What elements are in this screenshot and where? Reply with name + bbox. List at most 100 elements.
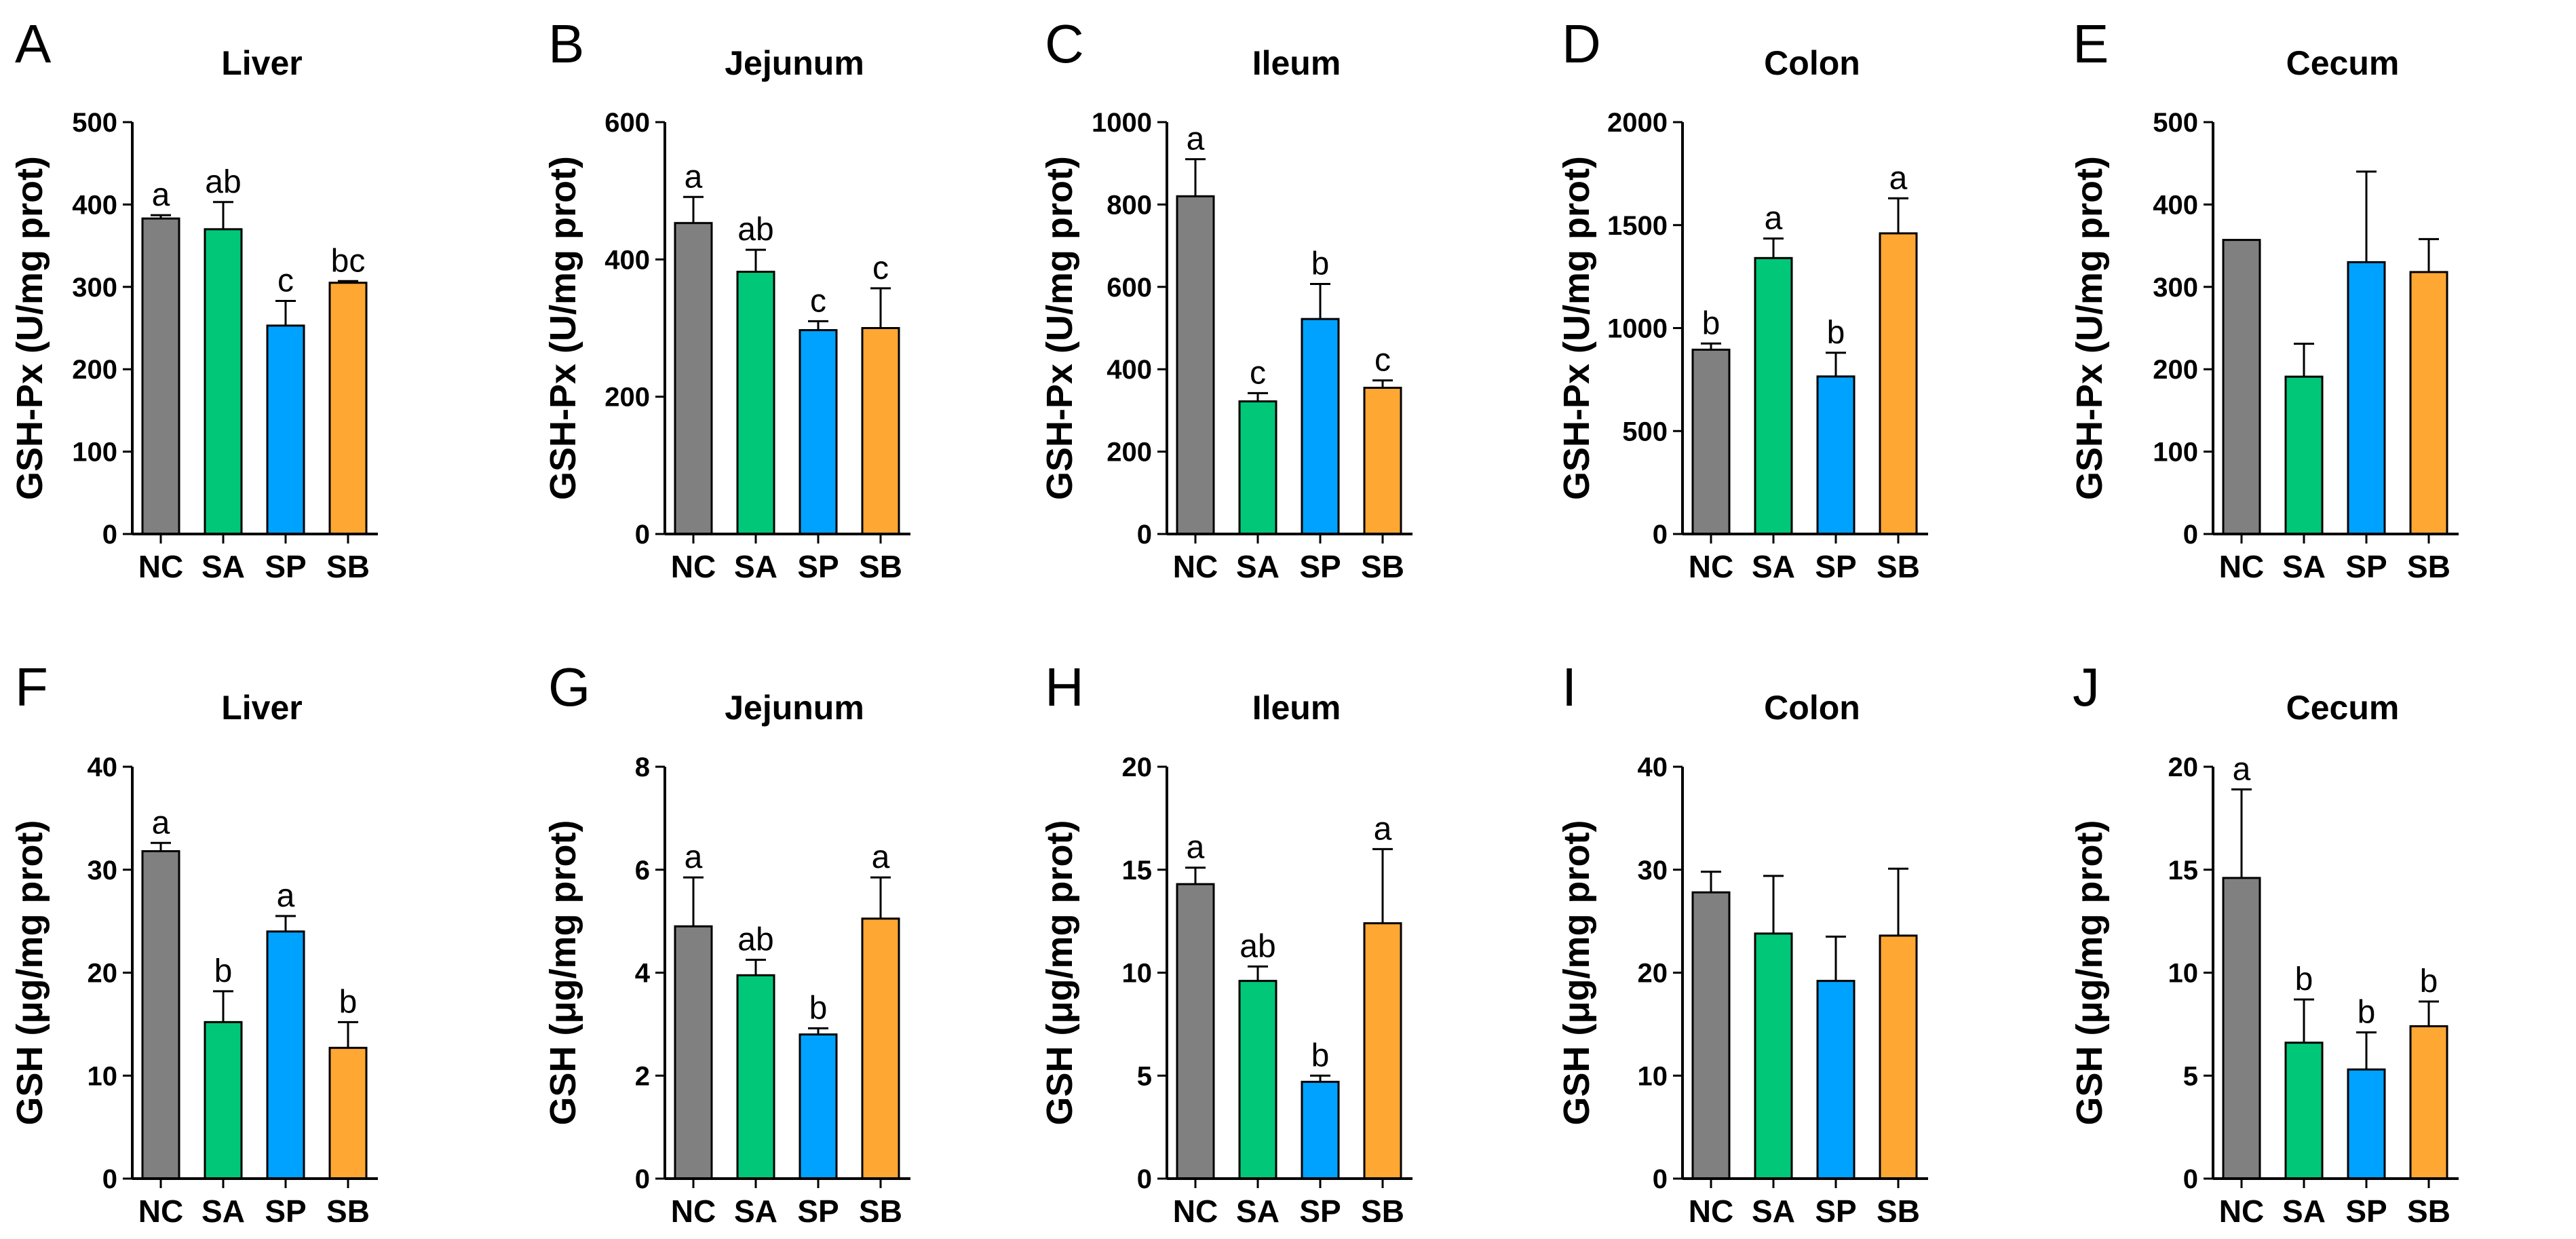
y-tick-label: 400 [72, 190, 117, 220]
y-tick-label: 5 [2183, 1061, 2198, 1091]
x-tick-label: NC [2219, 549, 2264, 584]
bar-nc [1176, 883, 1215, 1180]
y-tick-label: 500 [1622, 417, 1668, 446]
bar-nc [1691, 348, 1731, 535]
significance-label-nc: a [152, 805, 170, 841]
bar-sb [1363, 922, 1402, 1180]
bar-sa [1238, 400, 1277, 535]
significance-label-sp: c [277, 263, 294, 299]
bar-sb [2409, 271, 2448, 535]
x-tick-label: SA [734, 549, 777, 584]
panel-letter: B [548, 14, 584, 74]
significance-label-sb: a [1889, 160, 1908, 196]
y-tick-label: 20 [1638, 959, 1668, 989]
significance-label-sb: a [872, 839, 890, 875]
panel-letter: J [2073, 657, 2100, 717]
x-tick-label: SP [1815, 549, 1856, 584]
x-tick-label: SP [265, 549, 306, 584]
panel-letter: G [548, 657, 590, 717]
x-tick-label: NC [2219, 1194, 2264, 1229]
bar-sa [204, 228, 243, 535]
chart-title: Colon [1764, 689, 1860, 727]
x-tick-label: SB [326, 549, 370, 584]
x-tick-label: NC [138, 549, 183, 584]
y-axis-title: GSH-Px (U/mg prot) [543, 156, 583, 500]
y-tick-label: 0 [635, 1164, 650, 1194]
y-axis-title: GSH-Px (U/mg prot) [1039, 156, 1080, 500]
chart-panel-h: H Ileum GSH (μg/mg prot) a NC ab SA b SP a SB 0 5 10 1… [1039, 657, 1412, 1229]
chart-panel-a: A Liver GSH-Px (U/mg prot) a NC ab SA c SP bc SB 0 1… [9, 14, 378, 584]
significance-label-sb: c [1374, 343, 1391, 379]
x-tick-label: SB [2407, 549, 2450, 584]
y-tick-label: 5 [1137, 1061, 1152, 1091]
chart-title: Liver [221, 44, 303, 82]
panel-letter: A [15, 14, 52, 74]
x-tick-label: SB [859, 1194, 902, 1229]
y-tick-label: 15 [1122, 856, 1153, 885]
y-tick-label: 15 [2168, 856, 2199, 885]
bar-sp [2347, 1068, 2386, 1180]
y-tick-label: 10 [1122, 959, 1153, 989]
x-tick-label: SP [2345, 549, 2387, 584]
bar-sb [1879, 934, 1918, 1180]
y-tick-label: 30 [1638, 856, 1668, 885]
y-tick-label: 300 [2153, 273, 2198, 303]
x-tick-label: SP [1299, 549, 1341, 584]
bar-sb [861, 917, 900, 1180]
y-tick-label: 20 [88, 959, 118, 989]
y-tick-label: 0 [1137, 1164, 1152, 1194]
significance-label-sa: b [214, 953, 233, 989]
y-tick-label: 20 [1122, 752, 1153, 782]
x-tick-label: SP [797, 549, 839, 584]
bar-sp [266, 324, 305, 535]
y-tick-label: 0 [1653, 1164, 1668, 1194]
chart-title: Jejunum [725, 689, 864, 727]
y-tick-label: 600 [1107, 273, 1152, 303]
x-tick-label: NC [671, 549, 716, 584]
bar-nc [141, 850, 180, 1180]
significance-label-sa: ab [737, 212, 773, 248]
bar-sb [1879, 232, 1918, 535]
panel-letter: H [1045, 657, 1084, 717]
significance-label-nc: a [685, 839, 703, 875]
chart-panel-f: F Liver GSH (μg/mg prot) a NC b SA a SP b SB 0 10 20 3… [9, 657, 378, 1229]
y-tick-label: 10 [88, 1061, 118, 1091]
bar-sp [1816, 375, 1856, 535]
significance-label-nc: a [2233, 751, 2251, 787]
significance-label-sa: ab [1239, 928, 1275, 964]
significance-label-nc: a [152, 177, 170, 213]
chart-panel-j: J Cecum GSH (μg/mg prot) a NC b SA b SP b SB 0 5 10 15… [2069, 657, 2459, 1229]
x-tick-label: SB [1361, 549, 1404, 584]
y-tick-label: 600 [604, 108, 650, 138]
significance-label-sp: b [2358, 995, 2376, 1031]
significance-label-sb: b [339, 984, 358, 1020]
significance-label-sp: b [1311, 246, 1330, 282]
panel-letter: I [1562, 657, 1577, 717]
chart-title: Jejunum [725, 44, 864, 82]
chart-title: Colon [1764, 44, 1860, 82]
chart-panel-b: B Jejunum GSH-Px (U/mg prot) a NC ab SA c SP c SB 0… [543, 14, 910, 584]
bar-sa [1754, 932, 1793, 1180]
y-tick-label: 0 [1137, 520, 1152, 550]
bar-sa [2284, 375, 2324, 535]
x-tick-label: NC [1173, 1194, 1218, 1229]
bar-nc [141, 217, 180, 535]
y-axis-title: GSH-Px (U/mg prot) [1556, 156, 1597, 500]
bar-sa [736, 974, 775, 1180]
y-axis-title: GSH (μg/mg prot) [543, 820, 583, 1126]
significance-label-sp: b [1827, 315, 1845, 351]
x-tick-label: SB [1877, 1194, 1920, 1229]
x-tick-label: SA [1236, 1194, 1280, 1229]
y-tick-label: 1500 [1607, 211, 1668, 241]
significance-label-sb: b [2420, 964, 2438, 999]
chart-title: Ileum [1252, 689, 1341, 727]
bar-sb [1363, 387, 1402, 535]
significance-label-sa: c [1250, 355, 1266, 391]
x-tick-label: NC [138, 1194, 183, 1229]
bar-nc [2222, 239, 2261, 535]
chart-title: Liver [221, 689, 303, 727]
significance-label-sp: b [1311, 1037, 1330, 1073]
y-tick-label: 200 [72, 355, 117, 385]
y-tick-label: 1000 [1607, 314, 1668, 344]
bar-sp [1301, 1080, 1340, 1180]
